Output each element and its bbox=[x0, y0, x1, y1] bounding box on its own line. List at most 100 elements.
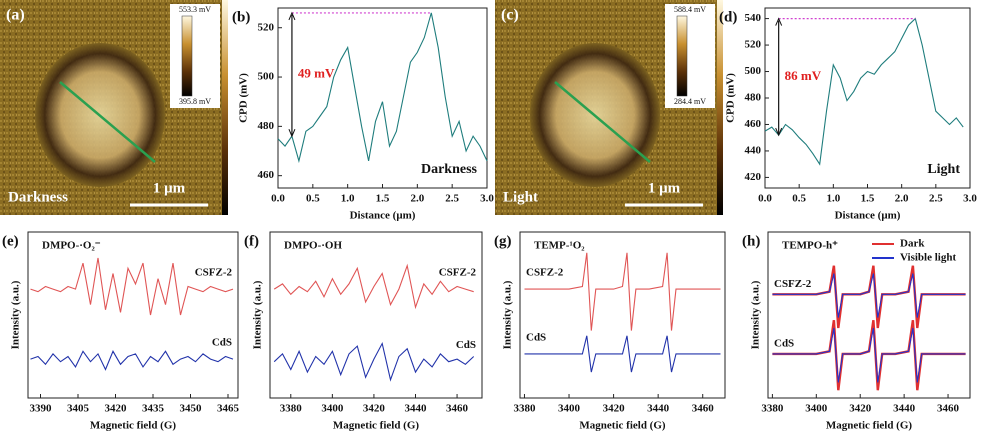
y-axis-label: Intensity (a.u.) bbox=[10, 280, 22, 349]
x-tick-label: 3380 bbox=[513, 403, 536, 415]
x-tick-label: 2.0 bbox=[410, 193, 424, 205]
sample-label: CdS bbox=[526, 331, 546, 343]
panel-label: (a) bbox=[6, 7, 25, 24]
x-tick-label: 3440 bbox=[404, 403, 427, 415]
x-tick-label: 2.0 bbox=[895, 193, 909, 205]
y-axis-label: Intensity (a.u.) bbox=[750, 280, 762, 349]
data-line bbox=[772, 265, 966, 329]
x-tick-label: 3400 bbox=[805, 403, 828, 415]
panel-label: (c) bbox=[501, 7, 519, 24]
colorbar-box bbox=[170, 4, 220, 108]
panel-title: DMPO-·OH bbox=[284, 240, 342, 252]
plot-frame bbox=[767, 231, 971, 399]
y-tick-label: 540 bbox=[745, 12, 762, 24]
data-line bbox=[772, 320, 966, 391]
data-line bbox=[524, 335, 721, 373]
y-tick-label: 460 bbox=[745, 118, 762, 130]
x-tick-label: 3420 bbox=[603, 403, 626, 415]
x-tick-label: 3405 bbox=[67, 403, 90, 415]
x-tick-label: 3420 bbox=[105, 403, 128, 415]
delta-label: 49 mV bbox=[298, 66, 335, 81]
panel-label: (h) bbox=[742, 233, 760, 249]
y-tick-label: 500 bbox=[745, 65, 762, 77]
x-axis-label: Distance (μm) bbox=[835, 210, 901, 222]
x-tick-label: 0.0 bbox=[271, 193, 285, 205]
data-line bbox=[772, 327, 966, 383]
data-line bbox=[30, 257, 234, 316]
y-tick-label: 460 bbox=[258, 169, 275, 181]
x-tick-label: 3440 bbox=[893, 403, 916, 415]
y-tick-label: 520 bbox=[258, 21, 275, 33]
plot-frame bbox=[269, 231, 483, 399]
plot-frame bbox=[27, 231, 239, 399]
x-tick-label: 3390 bbox=[30, 403, 53, 415]
x-axis-label: Distance (μm) bbox=[350, 210, 416, 222]
condition-label: Darkness bbox=[8, 189, 68, 205]
x-tick-label: 2.5 bbox=[445, 193, 459, 205]
side-colorbar bbox=[717, 0, 723, 215]
plot-frame bbox=[764, 7, 971, 189]
panel-label: (e) bbox=[2, 233, 19, 249]
colorbar bbox=[676, 15, 688, 97]
y-axis-label: Intensity (a.u.) bbox=[502, 280, 514, 349]
x-tick-label: 3380 bbox=[761, 403, 784, 415]
y-axis-label: CPD (mV) bbox=[238, 73, 250, 123]
sample-label: CSFZ-2 bbox=[195, 267, 233, 279]
y-tick-label: 440 bbox=[745, 144, 762, 156]
arrow-head bbox=[288, 11, 296, 21]
legend-label: Dark bbox=[900, 238, 925, 250]
plot-frame bbox=[519, 231, 726, 399]
x-tick-label: 3.0 bbox=[963, 193, 977, 205]
x-axis-label: Magnetic field (G) bbox=[579, 420, 665, 432]
delta-label: 86 mV bbox=[785, 68, 822, 83]
y-tick-label: 480 bbox=[258, 120, 275, 132]
x-tick-label: 0.0 bbox=[758, 193, 772, 205]
colorbar-max: 588.4 mV bbox=[674, 5, 706, 14]
data-line bbox=[277, 12, 488, 164]
x-tick-label: 1.0 bbox=[826, 193, 840, 205]
profile-line bbox=[554, 81, 651, 163]
x-tick-label: 3450 bbox=[180, 403, 203, 415]
condition-label: Light bbox=[503, 189, 538, 205]
x-tick-label: 1.5 bbox=[861, 193, 875, 205]
panel-label: (b) bbox=[232, 9, 250, 25]
colorbar-max: 553.3 mV bbox=[179, 5, 211, 14]
profile-line bbox=[59, 81, 156, 163]
x-tick-label: 0.5 bbox=[792, 193, 806, 205]
panel-title: TEMPO-h⁺ bbox=[782, 240, 838, 252]
condition-label: Light bbox=[927, 162, 960, 177]
y-axis-label: CPD (mV) bbox=[725, 73, 737, 123]
legend-label: Visible light bbox=[900, 252, 956, 264]
x-tick-label: 1.0 bbox=[341, 193, 355, 205]
x-tick-label: 3460 bbox=[692, 403, 715, 415]
x-tick-label: 3400 bbox=[558, 403, 581, 415]
panel-title: TEMP-¹O₂ bbox=[534, 240, 585, 252]
sample-label: CSFZ-2 bbox=[774, 278, 812, 290]
y-tick-label: 520 bbox=[745, 39, 762, 51]
panel-title: DMPO-·O₂⁻ bbox=[42, 240, 101, 252]
colorbar bbox=[181, 15, 193, 97]
panel-label: (d) bbox=[719, 9, 737, 25]
x-tick-label: 3465 bbox=[217, 403, 240, 415]
x-tick-label: 3440 bbox=[647, 403, 670, 415]
panel-label: (f) bbox=[244, 233, 259, 249]
x-tick-label: 3420 bbox=[363, 403, 386, 415]
condition-label: Darkness bbox=[421, 162, 478, 177]
arrow-head bbox=[775, 17, 783, 26]
plot-frame bbox=[277, 7, 488, 189]
x-axis-label: Magnetic field (G) bbox=[826, 420, 912, 432]
side-colorbar bbox=[222, 0, 228, 215]
x-tick-label: 3.0 bbox=[480, 193, 494, 205]
sample-label: CSFZ-2 bbox=[439, 267, 477, 279]
x-tick-label: 3400 bbox=[321, 403, 344, 415]
scale-label: 1 μm bbox=[153, 180, 186, 196]
scale-label: 1 μm bbox=[648, 180, 681, 196]
y-tick-label: 420 bbox=[745, 171, 762, 183]
x-tick-label: 2.5 bbox=[929, 193, 943, 205]
sample-label: CSFZ-2 bbox=[526, 267, 564, 279]
x-tick-label: 1.5 bbox=[376, 193, 390, 205]
x-tick-label: 0.5 bbox=[306, 193, 320, 205]
data-line bbox=[30, 350, 234, 371]
data-line bbox=[524, 252, 721, 331]
